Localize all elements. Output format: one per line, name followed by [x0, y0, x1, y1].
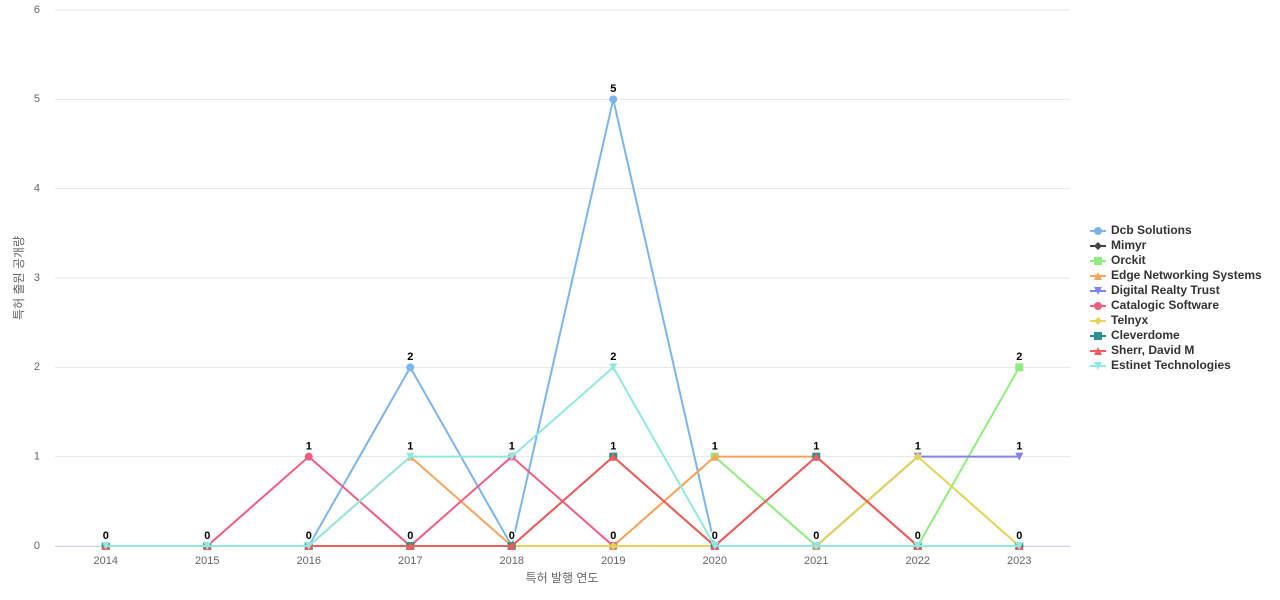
legend-item[interactable]: Orckit [1090, 253, 1146, 267]
y-axis-label: 특허 출원 공개량 [12, 236, 26, 320]
legend-symbol [1094, 332, 1102, 340]
series-line [105, 99, 1020, 549]
data-label: 1 [407, 441, 413, 453]
y-tick-label: 1 [34, 451, 40, 463]
point [1015, 452, 1024, 461]
x-tick-label: 2018 [500, 555, 524, 567]
point [609, 452, 618, 461]
y-tick-label: 0 [34, 540, 40, 552]
point [609, 542, 618, 550]
legend-label: Dcb Solutions [1111, 223, 1192, 237]
y-tick-label: 5 [34, 93, 40, 105]
data-label: 1 [306, 441, 312, 453]
data-label: 0 [712, 530, 718, 542]
legend-label: Telnyx [1111, 313, 1148, 327]
legend-item[interactable]: Catalogic Software [1090, 298, 1219, 312]
data-label: 0 [813, 530, 819, 542]
legend-symbol [1094, 302, 1102, 310]
point [101, 542, 110, 550]
legend-item[interactable]: Dcb Solutions [1090, 223, 1192, 237]
data-label: 1 [1016, 441, 1022, 453]
series-line [105, 455, 1020, 548]
point [710, 452, 719, 461]
legend-item[interactable]: Mimyr [1090, 238, 1147, 252]
legend-item[interactable]: Cleverdome [1090, 328, 1180, 342]
y-tick-label: 6 [34, 4, 40, 16]
y-tick-label: 4 [34, 183, 40, 195]
point [812, 452, 821, 461]
point [406, 452, 415, 461]
data-label: 1 [610, 441, 616, 453]
legend-symbol [1094, 227, 1102, 235]
data-label: 2 [610, 351, 616, 363]
point [203, 542, 212, 550]
data-label: 0 [204, 530, 210, 542]
x-tick-label: 2021 [804, 555, 828, 567]
y-tick-label: 2 [34, 361, 40, 373]
data-label: 1 [712, 441, 718, 453]
data-label: 1 [915, 441, 921, 453]
legend-label: Mimyr [1111, 238, 1147, 252]
legend-label: Edge Networking Systems [1111, 268, 1262, 282]
legend-symbol [1094, 257, 1102, 265]
point [1015, 542, 1024, 550]
data-label: 0 [103, 530, 109, 542]
legend-label: Digital Realty Trust [1111, 283, 1220, 297]
legend-item[interactable]: Edge Networking Systems [1090, 268, 1262, 282]
point [609, 363, 618, 372]
point [913, 452, 922, 461]
point [507, 542, 516, 550]
x-tick-label: 2023 [1007, 555, 1031, 567]
point [406, 542, 415, 550]
legend-symbol [1094, 317, 1102, 325]
x-tick-label: 2015 [195, 555, 219, 567]
point [507, 452, 516, 461]
x-tick-label: 2022 [906, 555, 930, 567]
x-tick-label: 2017 [398, 555, 422, 567]
point [1015, 363, 1024, 372]
legend-item[interactable]: Digital Realty Trust [1090, 283, 1220, 297]
data-label: 5 [610, 83, 616, 95]
legend-item[interactable]: Estinet Technologies [1090, 358, 1231, 372]
point [913, 542, 922, 550]
x-tick-label: 2016 [297, 555, 321, 567]
x-tick-label: 2014 [94, 555, 118, 567]
legend-label: Cleverdome [1111, 328, 1180, 342]
series-line [105, 365, 1020, 547]
legend-label: Catalogic Software [1111, 298, 1219, 312]
legend-label: Estinet Technologies [1111, 358, 1231, 372]
point [609, 95, 618, 104]
legend-symbol [1094, 272, 1102, 280]
legend-label: Orckit [1111, 253, 1146, 267]
point [710, 542, 719, 550]
legend-symbol [1094, 362, 1102, 370]
legend-symbol [1094, 347, 1102, 355]
data-label: 0 [610, 530, 616, 542]
x-tick-label: 2020 [703, 555, 727, 567]
point [304, 452, 313, 461]
data-label: 0 [407, 530, 413, 542]
point [406, 363, 415, 372]
data-label: 0 [915, 530, 921, 542]
point [812, 542, 821, 550]
data-label: 0 [1016, 530, 1022, 542]
x-tick-label: 2019 [601, 555, 625, 567]
data-label: 0 [306, 530, 312, 542]
data-label: 0 [509, 530, 515, 542]
legend-symbol [1094, 242, 1102, 250]
data-label: 2 [1016, 351, 1022, 363]
legend-label: Sherr, David M [1111, 343, 1194, 357]
legend-item[interactable]: Telnyx [1090, 313, 1148, 327]
data-label: 1 [813, 441, 819, 453]
legend-symbol [1094, 287, 1102, 295]
point [304, 542, 313, 550]
y-tick-label: 3 [34, 272, 40, 284]
data-label: 1 [509, 441, 515, 453]
data-label: 2 [407, 351, 413, 363]
legend-item[interactable]: Sherr, David M [1090, 343, 1194, 357]
x-axis-label: 특허 발행 연도 [526, 570, 599, 585]
